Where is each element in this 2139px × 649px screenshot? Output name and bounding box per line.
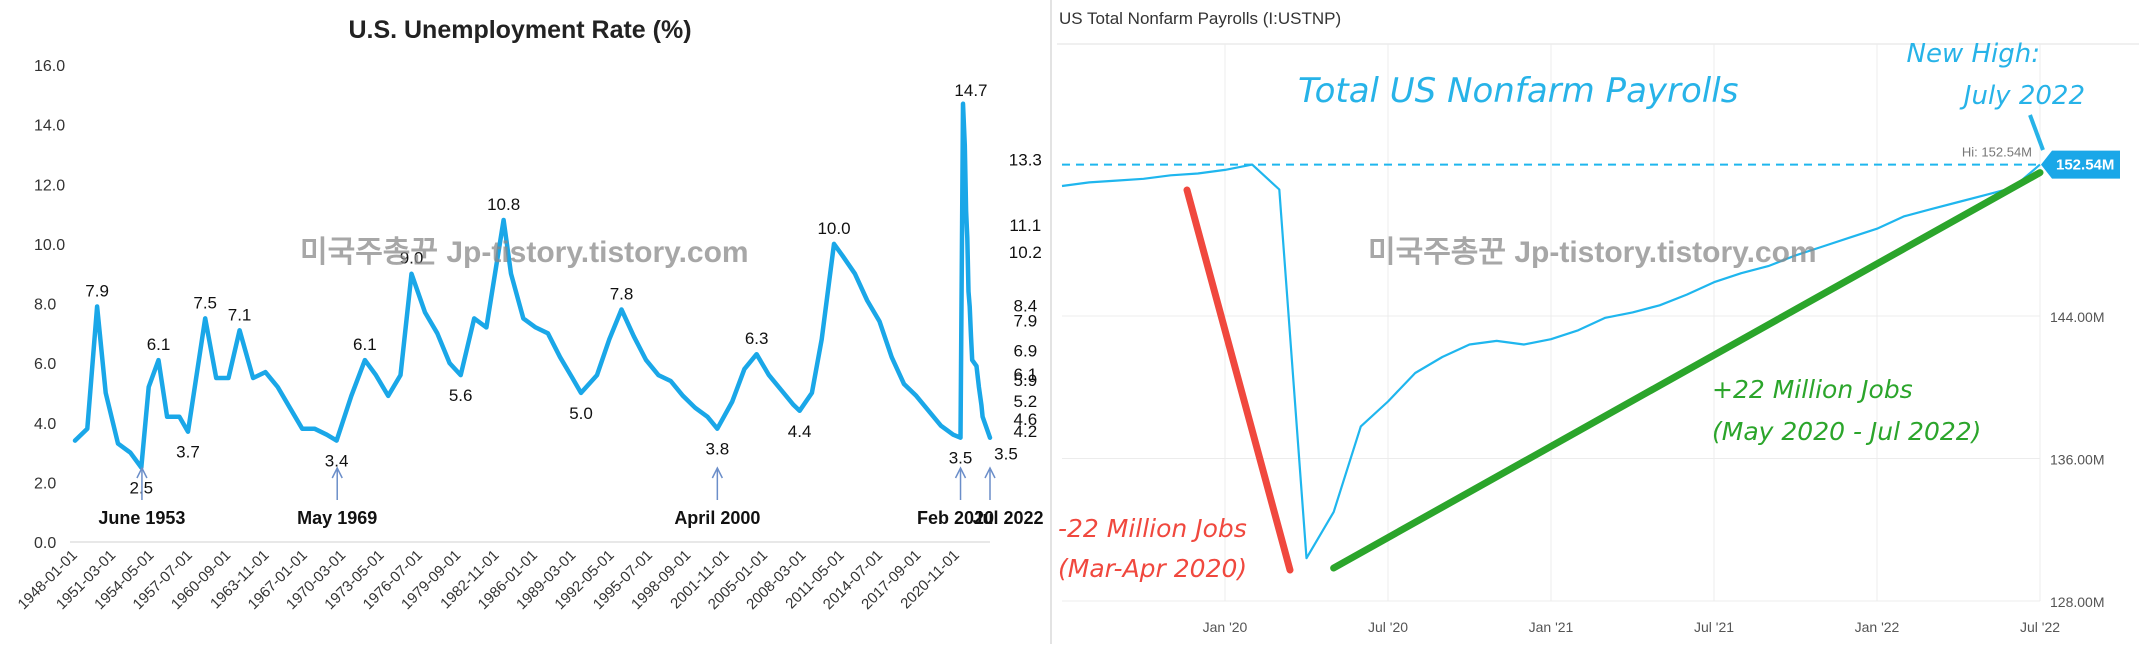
payrolls-series-line xyxy=(1061,163,2041,560)
unemployment-x-axis: 1948-01-011951-03-011954-05-011957-07-01… xyxy=(15,547,963,613)
data-label: 13.3 xyxy=(1009,150,1042,169)
y-tick-label: 2.0 xyxy=(34,475,56,492)
y-tick-label: 14.0 xyxy=(34,118,65,135)
data-label: 10.2 xyxy=(1009,243,1042,262)
data-label: 6.9 xyxy=(1014,341,1038,360)
data-label: 7.1 xyxy=(228,305,252,324)
payrolls-chart-title: Total US Nonfarm Payrolls xyxy=(1298,71,1738,111)
data-label: 14.7 xyxy=(954,81,987,100)
data-label: 4.6 xyxy=(1014,410,1038,429)
data-label: 6.3 xyxy=(745,329,769,348)
data-label: 3.7 xyxy=(176,443,200,462)
data-label: 5.2 xyxy=(1014,392,1038,411)
data-label: 6.1 xyxy=(353,335,377,354)
data-label: 7.8 xyxy=(610,284,634,303)
data-label: 3.4 xyxy=(325,452,349,471)
y-tick-label: 8.0 xyxy=(34,297,56,314)
y-tick-label: 144.00M xyxy=(2050,309,2104,325)
job-loss-label-line2: (Mar-Apr 2020) xyxy=(1058,554,1247,583)
annotation-label: Feb 2020 xyxy=(917,508,994,528)
data-label: 8.4 xyxy=(1014,297,1038,316)
job-gain-trend-line xyxy=(1330,169,2044,572)
y-tick-label: 4.0 xyxy=(34,416,56,433)
x-tick-label: Jan '22 xyxy=(1855,619,1900,635)
annotation-arrowhead xyxy=(954,466,967,479)
job-gain-label-line1: +22 Million Jobs xyxy=(1712,375,1913,404)
left-watermark: 미국주총꾼 Jp-tistory.tistory.com xyxy=(300,236,749,269)
annotation-label: May 1969 xyxy=(297,508,377,528)
y-tick-label: 6.0 xyxy=(34,356,56,373)
annotation-label: April 2000 xyxy=(674,508,760,528)
y-tick-label: 128.00M xyxy=(2050,594,2104,610)
payrolls-grid xyxy=(1062,44,2041,602)
data-label: 5.9 xyxy=(1014,371,1038,390)
annotation-arrowhead xyxy=(711,466,724,479)
x-tick-label: Jan '20 xyxy=(1203,619,1248,635)
x-tick-label: Jul '21 xyxy=(1694,619,1734,635)
data-label: 7.5 xyxy=(193,293,217,312)
unemployment-chart: U.S. Unemployment Rate (%) 0.0 2.0 4.0 6.0 8… xyxy=(15,16,1044,613)
data-label: 5.6 xyxy=(449,386,473,405)
new-high-label-line1: New High: xyxy=(1907,39,2041,69)
annotation-arrowhead xyxy=(984,466,996,479)
y-tick-label: 12.0 xyxy=(34,177,65,194)
y-tick-label: 136.00M xyxy=(2050,452,2104,468)
last-value-badge-shape xyxy=(2041,150,2120,179)
x-tick-label: Jul '22 xyxy=(2020,619,2060,635)
y-tick-label: 16.0 xyxy=(34,58,65,75)
new-high-label-line2: July 2022 xyxy=(1959,81,2085,111)
annotation-label: June 1953 xyxy=(98,508,185,528)
data-label: 9.0 xyxy=(400,249,424,268)
job-gain-label-line2: (May 2020 - Jul 2022) xyxy=(1712,417,1981,446)
payrolls-y-axis: 128.00M 136.00M 144.00M xyxy=(2050,309,2104,610)
unemployment-data-labels: 7.92.56.13.77.57.13.46.19.05.610.85.07.8… xyxy=(85,81,1042,498)
new-high-pointer xyxy=(2028,114,2045,151)
unemployment-series-line xyxy=(72,101,993,470)
annotation-arrowhead xyxy=(331,466,343,479)
data-label: 4.2 xyxy=(1014,422,1038,441)
unemployment-y-axis: 0.0 2.0 4.0 6.0 8.0 10.0 12.0 14.0 16.0 xyxy=(34,58,65,552)
data-label: 7.9 xyxy=(85,281,109,300)
payrolls-header: US Total Nonfarm Payrolls (I:USTNP) xyxy=(1059,9,1341,28)
data-label: 6.1 xyxy=(1014,365,1038,384)
data-label: 3.5 xyxy=(994,445,1018,464)
data-label: 10.0 xyxy=(817,219,850,238)
data-label: 5.0 xyxy=(569,404,593,423)
job-loss-label-line1: -22 Million Jobs xyxy=(1058,514,1247,543)
job-loss-trend-line xyxy=(1183,186,1294,574)
data-label: 6.1 xyxy=(147,335,171,354)
last-value-badge: 152.54M xyxy=(2041,150,2120,179)
unemployment-chart-title: U.S. Unemployment Rate (%) xyxy=(348,16,691,44)
right-watermark: 미국주총꾼 Jp-tistory.tistory.com xyxy=(1368,236,1817,269)
payrolls-hi-label: Hi: 152.54M xyxy=(1962,145,2032,160)
data-label: 4.4 xyxy=(788,422,812,441)
last-value-label: 152.54M xyxy=(2056,157,2114,174)
data-label: 3.8 xyxy=(706,440,730,459)
x-tick-label: Jan '21 xyxy=(1529,619,1574,635)
data-label: 3.5 xyxy=(949,449,973,468)
annotation-arrowhead xyxy=(136,466,148,479)
data-label: 7.9 xyxy=(1014,311,1038,330)
y-tick-label: 0.0 xyxy=(34,535,56,552)
payrolls-chart: US Total Nonfarm Payrolls (I:USTNP) Hi: … xyxy=(1057,9,2139,635)
annotation-label: Jul 2022 xyxy=(972,508,1043,528)
payrolls-x-axis: Jan '20 Jul '20 Jan '21 Jul '21 Jan '22 Jul '… xyxy=(1203,619,2061,635)
data-label: 11.1 xyxy=(1009,216,1041,235)
y-tick-label: 10.0 xyxy=(34,237,65,254)
data-label: 10.8 xyxy=(487,195,520,214)
x-tick-label: Jul '20 xyxy=(1368,619,1408,635)
